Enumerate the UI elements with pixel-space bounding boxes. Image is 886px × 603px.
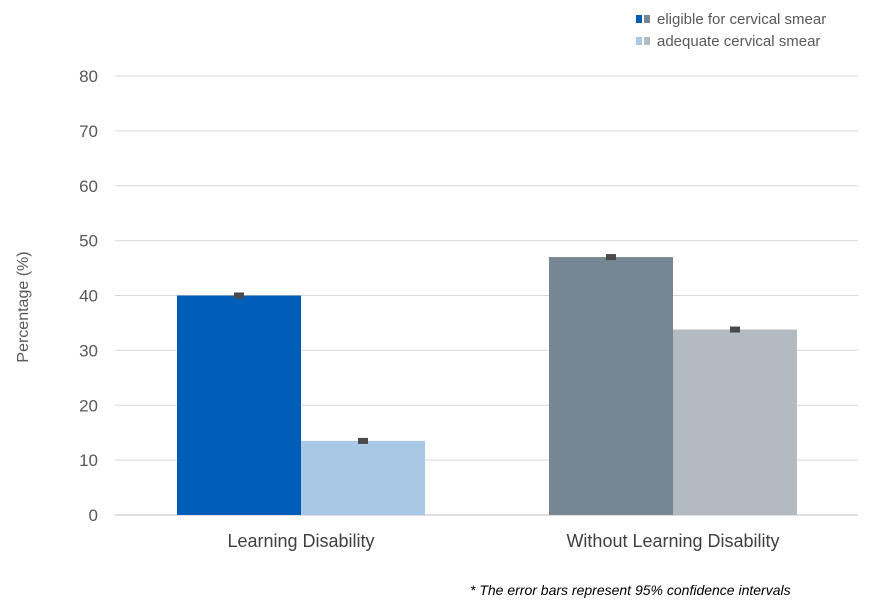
legend: eligible for cervical smear adequate cer…	[636, 8, 826, 52]
y-tick-label: 80	[79, 67, 98, 86]
y-tick-label: 0	[89, 506, 98, 525]
y-tick-label: 50	[79, 232, 98, 251]
error-bar	[234, 292, 244, 299]
error-bar	[606, 254, 616, 261]
y-axis-label: Percentage (%)	[15, 251, 32, 363]
y-tick-label: 20	[79, 396, 98, 415]
y-tick-label: 10	[79, 451, 98, 470]
legend-label-eligible: eligible for cervical smear	[657, 10, 827, 28]
bar	[301, 440, 425, 515]
legend-item-eligible: eligible for cervical smear	[636, 8, 826, 30]
y-tick-label: 70	[79, 122, 98, 141]
footnote: * The error bars represent 95% confidenc…	[470, 582, 791, 598]
error-bar	[358, 437, 368, 444]
legend-label-adequate: adequate cervical smear	[657, 32, 821, 50]
x-tick-label: Without Learning Disability	[566, 531, 779, 551]
legend-swatch-adequate	[636, 37, 652, 45]
bar	[549, 257, 673, 515]
legend-item-adequate: adequate cervical smear	[636, 30, 826, 52]
bar	[177, 295, 301, 515]
bar	[673, 329, 797, 515]
y-tick-label: 30	[79, 341, 98, 360]
error-bar	[730, 326, 740, 333]
legend-swatch-eligible	[636, 15, 652, 23]
y-tick-label: 40	[79, 287, 98, 306]
x-tick-label: Learning Disability	[227, 531, 374, 551]
y-tick-label: 60	[79, 177, 98, 196]
